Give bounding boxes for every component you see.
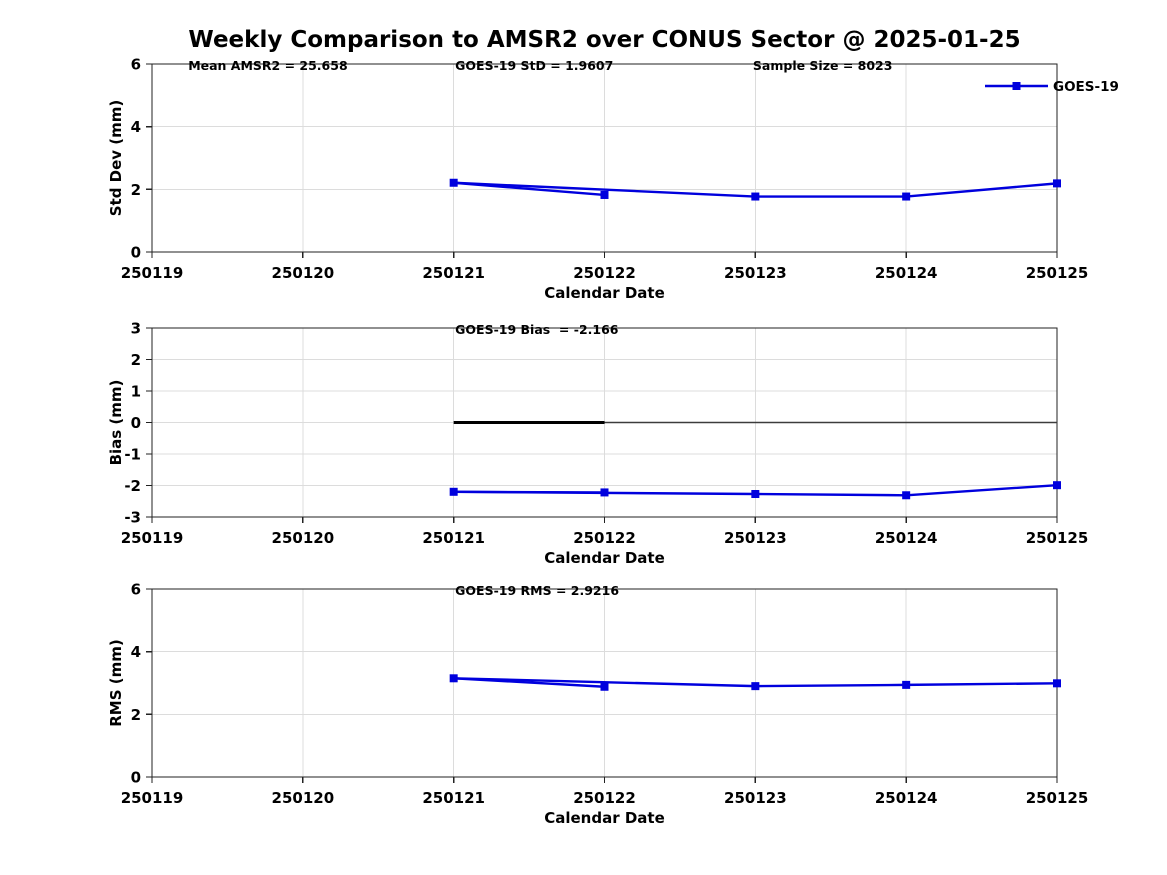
x-tick-label: 250125 [1026,264,1089,282]
x-tick-label: 250124 [875,789,938,807]
data-point-marker [449,487,458,496]
stat-annotation: Mean AMSR2 = 25.658 [188,58,347,73]
data-point-marker [1053,481,1061,490]
x-tick-label: 250122 [573,529,636,547]
x-tick-label: 250123 [724,529,787,547]
chart-title: Weekly Comparison to AMSR2 over CONUS Se… [188,27,1021,53]
x-tick-label: 250121 [422,529,485,547]
stat-annotation: GOES-19 StD = 1.9607 [455,58,613,73]
x-tick-label: 250124 [875,264,938,282]
y-tick-label: 3 [131,320,141,338]
y-tick-label: -2 [124,477,141,495]
x-tick-label: 250120 [272,789,335,807]
x-tick-label: 250122 [573,789,636,807]
x-axis-label: Calendar Date [544,284,665,302]
y-tick-label: 6 [131,581,141,599]
legend-label: GOES-19 [1053,79,1119,95]
subplot-2: 250119 250120 250121 250122 250123 250124 2501… [107,581,1088,828]
legend-marker-icon [1012,82,1021,90]
y-tick-label: -3 [124,509,141,527]
data-point-marker [751,490,760,499]
data-point-marker [751,682,760,691]
subplot-0: 250119 250120 250121 250122 250123 250124 2501… [107,56,1119,303]
y-tick-label: 6 [131,56,141,74]
x-tick-label: 250123 [724,789,787,807]
y-tick-label: 4 [131,643,141,661]
data-point-marker [449,674,458,683]
y-tick-label: 2 [131,181,141,199]
x-tick-label: 250121 [422,789,485,807]
y-tick-label: 2 [131,706,141,724]
x-tick-label: 250120 [272,529,335,547]
y-axis-label: RMS (mm) [107,639,125,726]
x-tick-label: 250119 [121,789,184,807]
y-tick-label: 4 [131,118,141,136]
x-tick-label: 250123 [724,264,787,282]
data-point-marker [1053,679,1061,688]
y-tick-label: 0 [131,769,141,787]
y-tick-label: 0 [131,244,141,262]
y-tick-label: -1 [124,446,141,464]
y-axis-label: Std Dev (mm) [107,100,125,217]
x-tick-label: 250120 [272,264,335,282]
x-axis-label: Calendar Date [544,809,665,827]
stat-annotation: GOES-19 RMS = 2.9216 [455,583,619,598]
data-point-marker [600,488,609,497]
y-tick-label: 1 [131,383,141,401]
subplot-1: 250119 250120 250121 250122 250123 250124 2501… [107,320,1088,568]
x-tick-label: 250121 [422,264,485,282]
data-point-marker [902,491,911,500]
data-line [452,677,1059,688]
x-tick-label: 250122 [573,264,636,282]
data-point-marker [449,178,458,187]
x-tick-label: 250125 [1026,529,1089,547]
data-point-marker [600,682,609,691]
stat-annotation: GOES-19 Bias = -2.166 [455,322,619,337]
stat-annotation: Sample Size = 8023 [753,58,893,73]
data-point-marker [751,192,760,201]
data-line [452,181,1059,198]
y-axis-label: Bias (mm) [107,380,125,466]
data-point-marker [902,680,911,689]
x-tick-label: 250119 [121,264,184,282]
x-tick-label: 250125 [1026,789,1089,807]
data-point-marker [902,192,911,201]
x-axis-label: Calendar Date [544,549,665,567]
x-tick-label: 250124 [875,529,938,547]
y-tick-label: 0 [131,414,141,432]
data-point-marker [1053,179,1061,188]
x-tick-label: 250119 [121,529,184,547]
data-point-marker [600,190,609,199]
y-tick-label: 2 [131,351,141,369]
